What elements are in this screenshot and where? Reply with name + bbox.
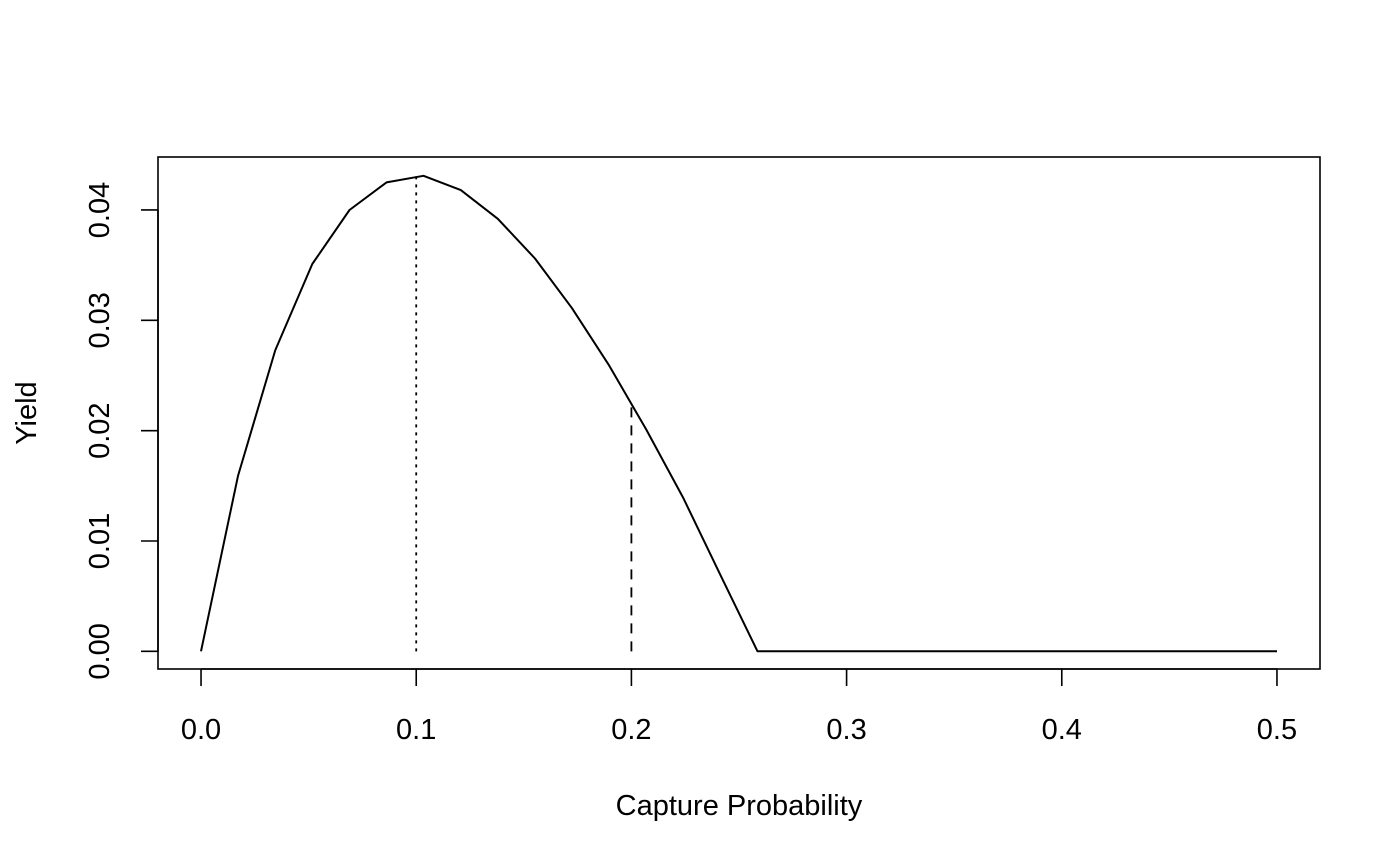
- x-tick-label: 0.0: [181, 714, 221, 746]
- y-tick-label: 0.00: [84, 623, 116, 679]
- y-tick-label: 0.02: [84, 402, 116, 458]
- y-tick-label: 0.04: [84, 182, 116, 238]
- y-axis-label: Yield: [11, 381, 43, 444]
- y-tick-label: 0.03: [84, 292, 116, 348]
- x-tick-label: 0.3: [826, 714, 866, 746]
- x-axis: 0.0 0.1 0.2 0.3 0.4 0.5: [181, 668, 1297, 746]
- y-axis: 0.00 0.01 0.02 0.03 0.04: [84, 182, 159, 680]
- x-tick-label: 0.1: [396, 714, 436, 746]
- y-tick-label: 0.01: [84, 513, 116, 569]
- reference-lines: [415, 175, 633, 652]
- x-tick-label: 0.5: [1257, 714, 1297, 746]
- series-layer: [200, 174, 1277, 653]
- x-tick-label: 0.2: [611, 714, 651, 746]
- x-axis-label: Capture Probability: [616, 790, 863, 822]
- x-tick-label: 0.4: [1042, 714, 1082, 746]
- yield-curve-line: [200, 174, 1277, 653]
